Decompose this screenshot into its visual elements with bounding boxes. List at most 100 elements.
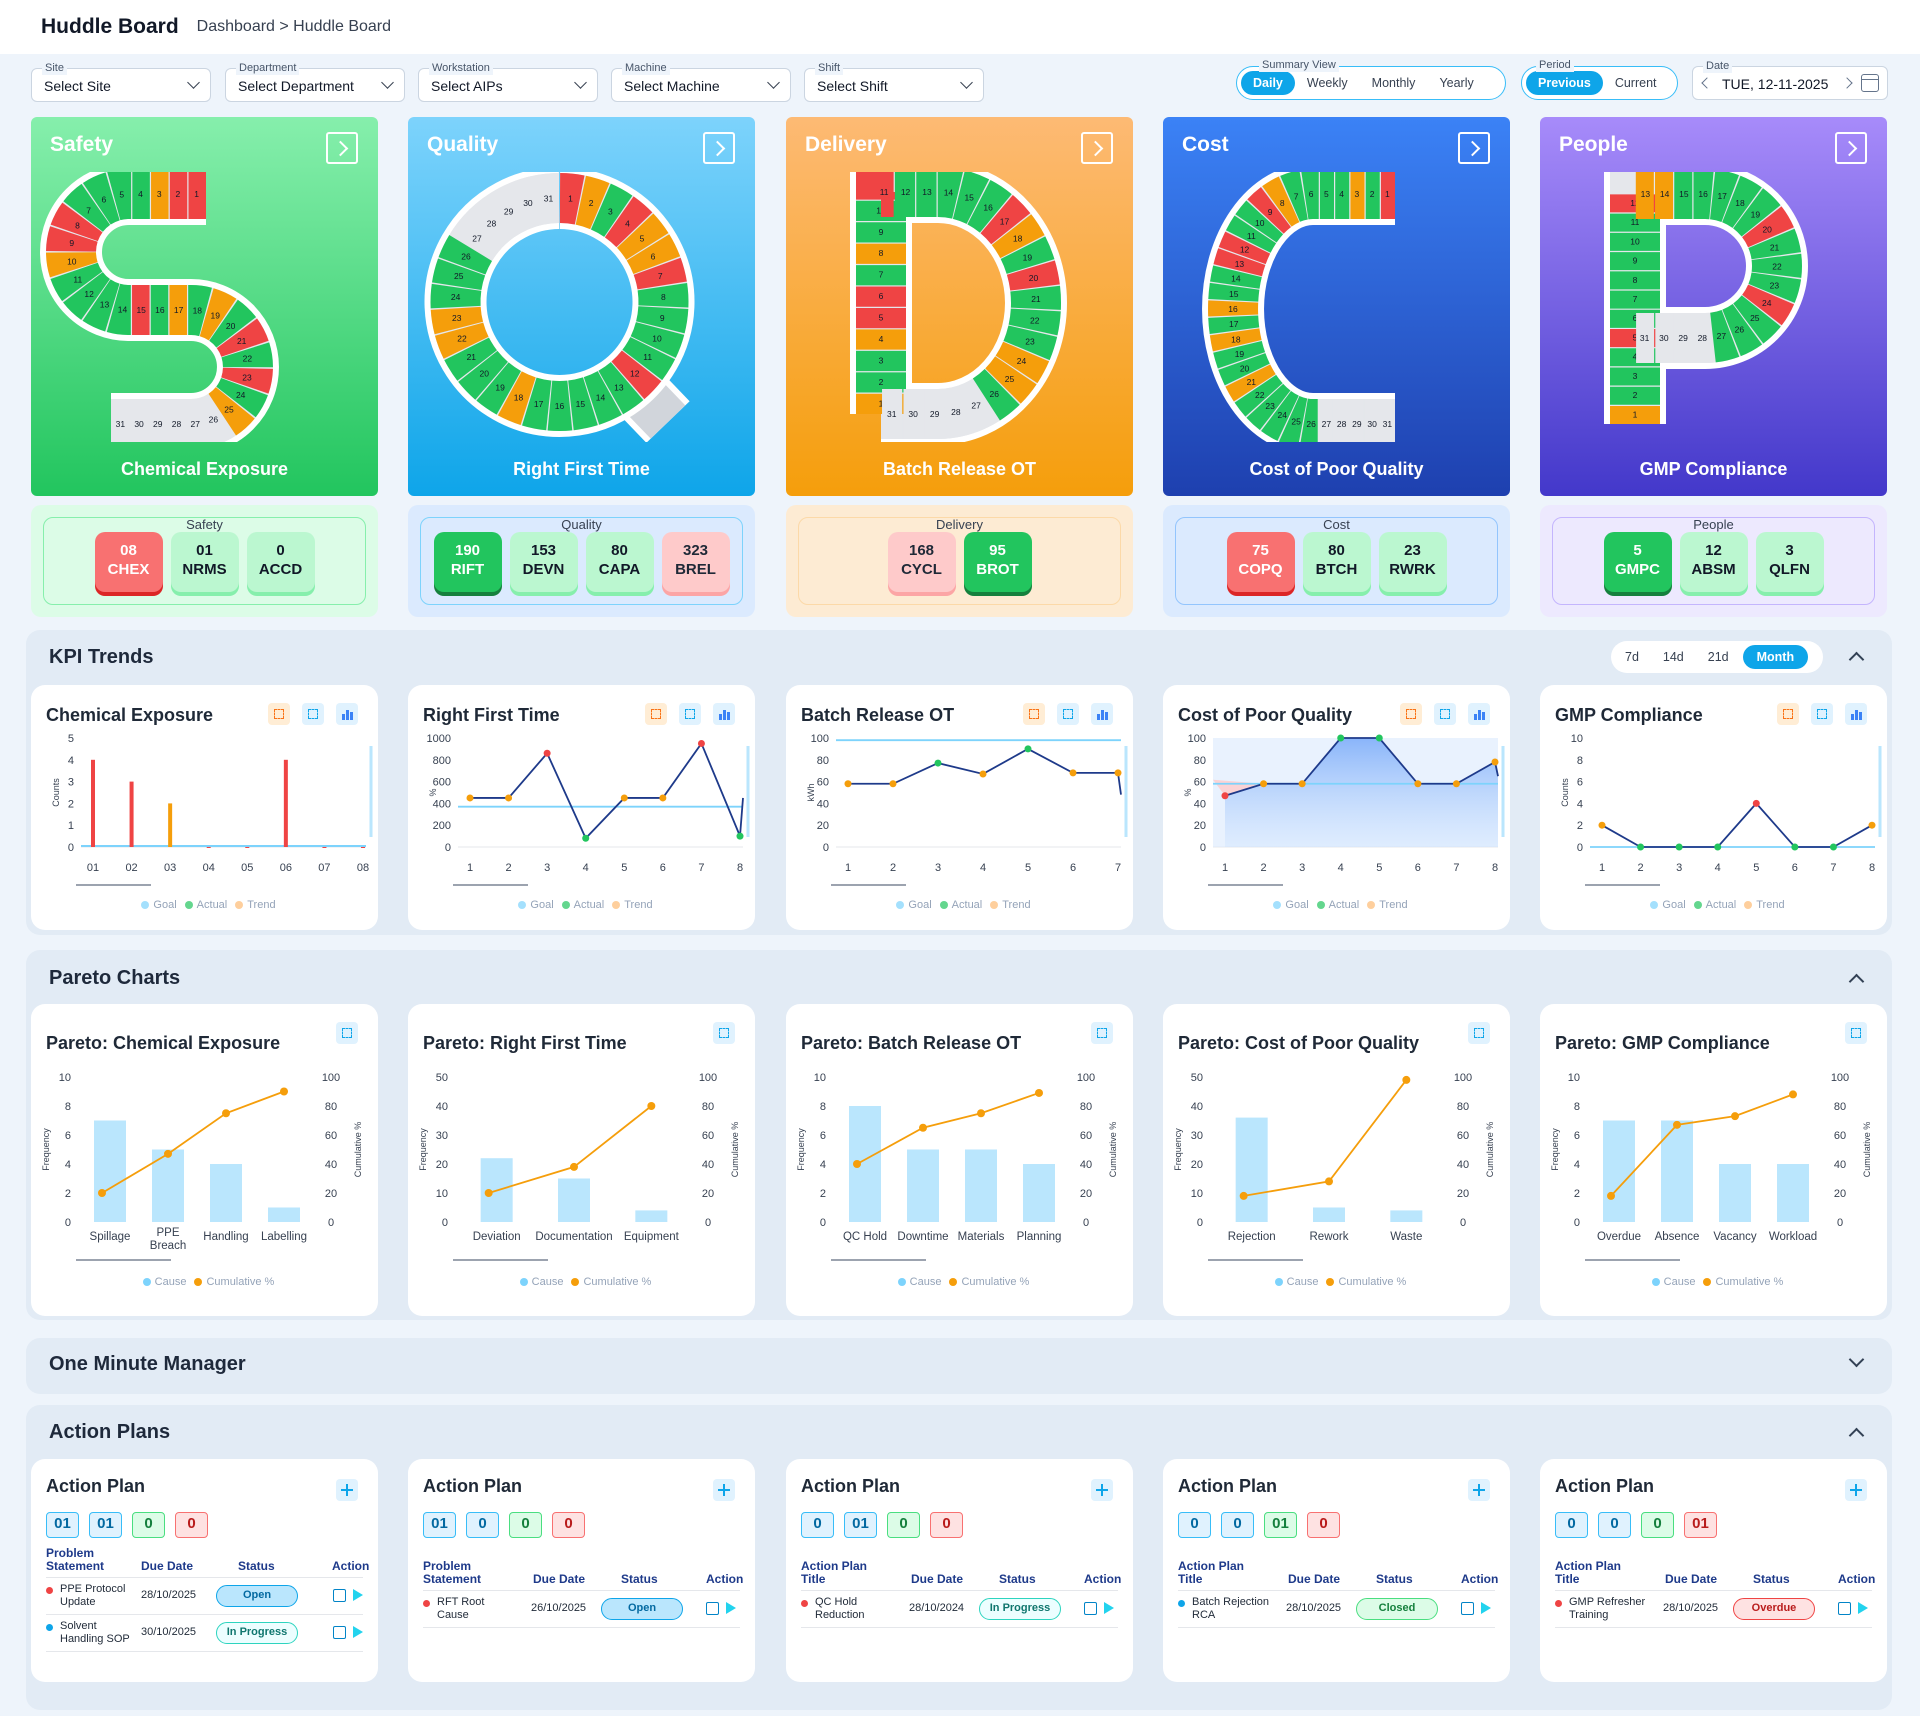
day-cell[interactable] <box>856 172 1061 439</box>
bar-chart-icon[interactable] <box>1468 703 1490 725</box>
bar[interactable] <box>129 781 134 847</box>
data-point[interactable] <box>1024 745 1032 753</box>
table-row[interactable]: Batch Rejection RCA 28/10/2025 Closed <box>1178 1591 1495 1628</box>
expand-icon[interactable] <box>1811 703 1833 725</box>
bar[interactable] <box>168 803 173 847</box>
edit-icon[interactable] <box>1838 1602 1851 1615</box>
table-row[interactable]: RFT Root Cause 26/10/2025 Open <box>423 1591 740 1628</box>
bar[interactable] <box>361 847 365 848</box>
play-icon[interactable] <box>1104 1602 1114 1614</box>
expand-icon[interactable] <box>713 1022 735 1044</box>
day-cell[interactable] <box>856 172 1061 439</box>
metric-chip-capa[interactable]: 80 CAPA <box>585 532 654 592</box>
table-row[interactable]: Solvent Handling SOP 30/10/2025 In Progres… <box>46 1615 363 1652</box>
data-point[interactable] <box>466 794 474 802</box>
data-point[interactable] <box>1375 734 1383 742</box>
kpi-card-delivery[interactable]: Delivery 1 2 3 4 5 6 7 8 9 10 11 12 13 14 15 16 17 18 19 20 2… <box>786 117 1133 496</box>
metric-chip-rwrk[interactable]: 23 RWRK <box>1378 532 1447 592</box>
data-point[interactable] <box>1714 843 1722 851</box>
cumulative-point[interactable] <box>919 1123 927 1132</box>
bar[interactable] <box>206 847 211 848</box>
cumulative-point[interactable] <box>647 1102 656 1110</box>
metric-chip-accd[interactable]: 0 ACCD <box>246 532 315 592</box>
chevron-left-icon[interactable] <box>1701 77 1713 89</box>
chevron-down-icon[interactable] <box>1848 1351 1865 1368</box>
pareto-bar[interactable] <box>635 1210 668 1222</box>
summary-view-option-yearly[interactable]: Yearly <box>1439 76 1474 90</box>
metric-chip-devn[interactable]: 153 DEVN <box>509 532 578 592</box>
status-count[interactable]: 0 <box>552 1512 585 1538</box>
summary-view-option-monthly[interactable]: Monthly <box>1371 76 1416 90</box>
pareto-bar[interactable] <box>1235 1117 1268 1222</box>
metric-chip-rift[interactable]: 190 RIFT <box>433 532 502 592</box>
status-count[interactable]: 0 <box>466 1512 499 1538</box>
open-arrow-icon[interactable] <box>703 132 735 164</box>
status-badge[interactable]: Closed <box>1356 1598 1438 1620</box>
add-plan-icon[interactable] <box>336 1479 358 1501</box>
cumulative-point[interactable] <box>1673 1120 1681 1129</box>
cumulative-point[interactable] <box>222 1109 230 1118</box>
status-count[interactable]: 0 <box>801 1512 834 1538</box>
data-point[interactable] <box>1414 780 1422 788</box>
cumulative-point[interactable] <box>98 1189 106 1197</box>
period-option-previous[interactable]: Previous <box>1526 71 1603 95</box>
status-count[interactable]: 0 <box>1307 1512 1340 1538</box>
edit-icon[interactable] <box>706 1602 719 1615</box>
bar-chart-icon[interactable] <box>336 703 358 725</box>
kpi-card-cost[interactable]: Cost 1 2 3 4 5 6 7 8 9 10 11 12 13 14 15 16 17 18 19 20 21 22 2… <box>1163 117 1510 496</box>
metric-chip-brot[interactable]: 95 BROT <box>963 532 1032 592</box>
data-point[interactable] <box>1221 792 1229 800</box>
range-option-7d[interactable]: 7d <box>1625 650 1639 664</box>
status-count[interactable]: 0 <box>887 1512 920 1538</box>
data-point[interactable] <box>1114 769 1122 777</box>
status-count[interactable]: 01 <box>1684 1512 1717 1538</box>
status-count[interactable]: 0 <box>1221 1512 1254 1538</box>
day-cell[interactable] <box>430 173 689 431</box>
status-count[interactable]: 0 <box>1178 1512 1211 1538</box>
bar[interactable] <box>322 847 327 848</box>
kpi-card-safety[interactable]: Safety 1 2 3 4 5 6 7 8 9 10 11 12 13 14 15 16 17 18 19 20 21 2… <box>31 117 378 496</box>
site-select[interactable]: Site Select Site <box>31 61 211 102</box>
data-point[interactable] <box>979 770 987 778</box>
cumulative-point[interactable] <box>570 1162 578 1171</box>
status-badge[interactable]: In Progress <box>979 1598 1061 1620</box>
expand-icon[interactable] <box>1091 1022 1113 1044</box>
expand-icon[interactable] <box>1845 1022 1867 1044</box>
metric-chip-qlfn[interactable]: 3 QLFN <box>1755 532 1824 592</box>
day-cell[interactable] <box>1208 172 1395 442</box>
target-icon[interactable] <box>645 703 667 725</box>
status-count[interactable]: 0 <box>1555 1512 1588 1538</box>
status-count[interactable]: 0 <box>509 1512 542 1538</box>
table-row[interactable]: QC Hold Reduction 28/10/2024 In Progress <box>801 1591 1118 1628</box>
range-option-14d[interactable]: 14d <box>1662 650 1684 664</box>
period-option-current[interactable]: Current <box>1614 76 1657 90</box>
status-count[interactable]: 0 <box>175 1512 208 1538</box>
status-count[interactable]: 01 <box>423 1512 456 1538</box>
expand-icon[interactable] <box>679 703 701 725</box>
pareto-bar[interactable] <box>94 1120 126 1223</box>
target-icon[interactable] <box>1400 703 1422 725</box>
status-count[interactable]: 0 <box>1641 1512 1674 1538</box>
open-arrow-icon[interactable] <box>1458 132 1490 164</box>
day-cell[interactable] <box>1610 172 1802 424</box>
bar-chart-icon[interactable] <box>1845 703 1867 725</box>
data-point[interactable] <box>1260 780 1268 788</box>
data-point[interactable] <box>1337 734 1345 742</box>
date-picker[interactable]: Date TUE, 12-11-2025 <box>1692 59 1888 100</box>
metric-chip-cycl[interactable]: 168 CYCL <box>887 532 956 592</box>
target-icon[interactable] <box>1777 703 1799 725</box>
data-point[interactable] <box>1598 821 1606 829</box>
expand-icon[interactable] <box>1057 703 1079 725</box>
edit-icon[interactable] <box>1084 1602 1097 1615</box>
data-point[interactable] <box>934 759 942 767</box>
add-plan-icon[interactable] <box>1845 1479 1867 1501</box>
data-point[interactable] <box>736 832 744 840</box>
metric-chip-copq[interactable]: 75 COPQ <box>1226 532 1295 592</box>
add-plan-icon[interactable] <box>713 1479 735 1501</box>
metric-chip-chex[interactable]: 08 CHEX <box>94 532 163 592</box>
cumulative-point[interactable] <box>1789 1090 1797 1099</box>
pareto-bar[interactable] <box>965 1149 997 1223</box>
cumulative-point[interactable] <box>484 1189 493 1197</box>
shift-select[interactable]: Shift Select Shift <box>804 61 984 102</box>
metric-chip-btch[interactable]: 80 BTCH <box>1302 532 1371 592</box>
